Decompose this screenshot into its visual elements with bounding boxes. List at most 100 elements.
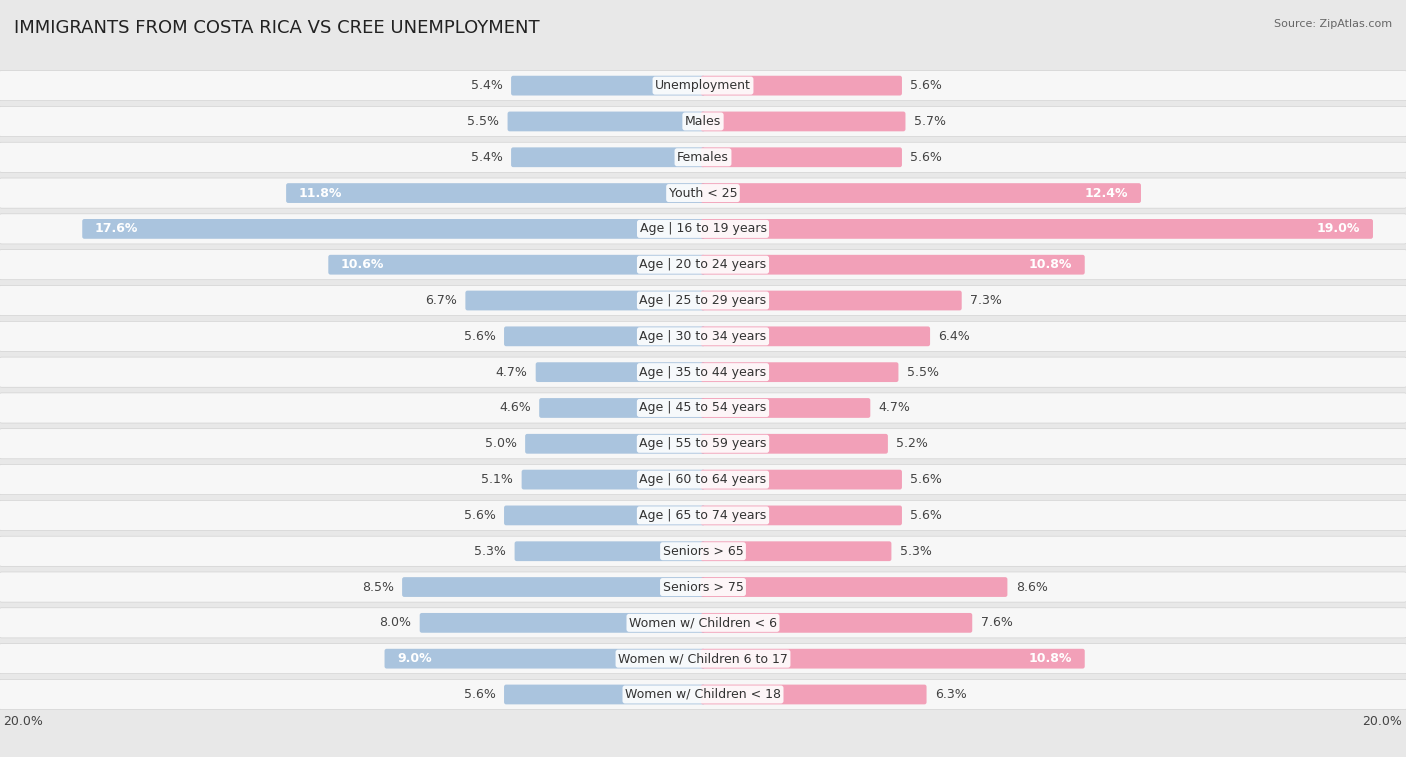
FancyBboxPatch shape	[0, 393, 1406, 423]
Text: Age | 25 to 29 years: Age | 25 to 29 years	[640, 294, 766, 307]
Text: 5.6%: 5.6%	[464, 688, 496, 701]
FancyBboxPatch shape	[700, 148, 903, 167]
Text: 5.0%: 5.0%	[485, 438, 517, 450]
Text: Age | 20 to 24 years: Age | 20 to 24 years	[640, 258, 766, 271]
Text: Unemployment: Unemployment	[655, 79, 751, 92]
Text: Age | 60 to 64 years: Age | 60 to 64 years	[640, 473, 766, 486]
FancyBboxPatch shape	[0, 500, 1406, 531]
Text: IMMIGRANTS FROM COSTA RICA VS CREE UNEMPLOYMENT: IMMIGRANTS FROM COSTA RICA VS CREE UNEMP…	[14, 19, 540, 37]
Text: 7.3%: 7.3%	[970, 294, 1002, 307]
FancyBboxPatch shape	[700, 219, 1372, 238]
FancyBboxPatch shape	[700, 469, 903, 490]
FancyBboxPatch shape	[700, 255, 1085, 275]
Text: Age | 16 to 19 years: Age | 16 to 19 years	[640, 223, 766, 235]
FancyBboxPatch shape	[0, 536, 1406, 566]
FancyBboxPatch shape	[419, 613, 704, 633]
FancyBboxPatch shape	[536, 363, 706, 382]
Text: 20.0%: 20.0%	[1362, 715, 1402, 727]
FancyBboxPatch shape	[505, 326, 706, 346]
Text: 5.3%: 5.3%	[474, 545, 506, 558]
Text: 19.0%: 19.0%	[1317, 223, 1360, 235]
Text: 10.6%: 10.6%	[342, 258, 384, 271]
FancyBboxPatch shape	[0, 70, 1406, 101]
Text: 5.2%: 5.2%	[897, 438, 928, 450]
FancyBboxPatch shape	[0, 107, 1406, 136]
Text: 6.3%: 6.3%	[935, 688, 967, 701]
Text: 8.5%: 8.5%	[361, 581, 394, 593]
Text: 5.7%: 5.7%	[914, 115, 946, 128]
FancyBboxPatch shape	[385, 649, 704, 668]
Text: Males: Males	[685, 115, 721, 128]
Text: 5.5%: 5.5%	[907, 366, 939, 378]
Text: 9.0%: 9.0%	[398, 653, 432, 665]
FancyBboxPatch shape	[0, 465, 1406, 494]
Text: Age | 65 to 74 years: Age | 65 to 74 years	[640, 509, 766, 522]
FancyBboxPatch shape	[700, 577, 1007, 597]
FancyBboxPatch shape	[0, 572, 1406, 602]
FancyBboxPatch shape	[0, 285, 1406, 316]
FancyBboxPatch shape	[287, 183, 704, 203]
FancyBboxPatch shape	[0, 178, 1406, 208]
Text: 8.0%: 8.0%	[380, 616, 412, 629]
Text: 7.6%: 7.6%	[981, 616, 1012, 629]
Text: Women w/ Children < 6: Women w/ Children < 6	[628, 616, 778, 629]
Text: Age | 45 to 54 years: Age | 45 to 54 years	[640, 401, 766, 415]
FancyBboxPatch shape	[522, 469, 706, 490]
FancyBboxPatch shape	[700, 506, 903, 525]
Text: 5.3%: 5.3%	[900, 545, 932, 558]
Text: 6.4%: 6.4%	[939, 330, 970, 343]
FancyBboxPatch shape	[700, 398, 870, 418]
FancyBboxPatch shape	[700, 434, 889, 453]
FancyBboxPatch shape	[700, 649, 1085, 668]
Text: Age | 30 to 34 years: Age | 30 to 34 years	[640, 330, 766, 343]
Text: Age | 55 to 59 years: Age | 55 to 59 years	[640, 438, 766, 450]
FancyBboxPatch shape	[505, 506, 706, 525]
Text: Women w/ Children < 18: Women w/ Children < 18	[626, 688, 780, 701]
FancyBboxPatch shape	[526, 434, 706, 453]
Text: 5.4%: 5.4%	[471, 151, 503, 164]
FancyBboxPatch shape	[0, 321, 1406, 351]
Text: 5.6%: 5.6%	[464, 509, 496, 522]
Text: 5.6%: 5.6%	[911, 509, 942, 522]
Text: Source: ZipAtlas.com: Source: ZipAtlas.com	[1274, 19, 1392, 29]
FancyBboxPatch shape	[512, 148, 706, 167]
Text: 10.8%: 10.8%	[1029, 653, 1073, 665]
FancyBboxPatch shape	[700, 111, 905, 131]
Text: Seniors > 75: Seniors > 75	[662, 581, 744, 593]
FancyBboxPatch shape	[700, 541, 891, 561]
Text: 5.5%: 5.5%	[467, 115, 499, 128]
Text: 5.4%: 5.4%	[471, 79, 503, 92]
Text: 4.7%: 4.7%	[879, 401, 911, 415]
Text: 20.0%: 20.0%	[4, 715, 44, 727]
FancyBboxPatch shape	[329, 255, 704, 275]
Text: 11.8%: 11.8%	[299, 186, 342, 200]
FancyBboxPatch shape	[515, 541, 706, 561]
Text: 4.6%: 4.6%	[499, 401, 531, 415]
FancyBboxPatch shape	[0, 213, 1406, 244]
FancyBboxPatch shape	[700, 183, 1142, 203]
Text: Females: Females	[678, 151, 728, 164]
Text: 12.4%: 12.4%	[1085, 186, 1129, 200]
Text: 10.8%: 10.8%	[1029, 258, 1073, 271]
FancyBboxPatch shape	[700, 363, 898, 382]
FancyBboxPatch shape	[402, 577, 704, 597]
FancyBboxPatch shape	[0, 142, 1406, 173]
FancyBboxPatch shape	[0, 643, 1406, 674]
FancyBboxPatch shape	[700, 613, 973, 633]
Text: 5.6%: 5.6%	[911, 79, 942, 92]
FancyBboxPatch shape	[0, 608, 1406, 638]
Text: Age | 35 to 44 years: Age | 35 to 44 years	[640, 366, 766, 378]
FancyBboxPatch shape	[700, 326, 931, 346]
FancyBboxPatch shape	[0, 428, 1406, 459]
FancyBboxPatch shape	[512, 76, 706, 95]
FancyBboxPatch shape	[700, 76, 903, 95]
Text: 4.7%: 4.7%	[495, 366, 527, 378]
Text: 5.1%: 5.1%	[481, 473, 513, 486]
Text: 5.6%: 5.6%	[911, 151, 942, 164]
FancyBboxPatch shape	[505, 684, 706, 704]
FancyBboxPatch shape	[0, 250, 1406, 280]
Text: 17.6%: 17.6%	[94, 223, 138, 235]
FancyBboxPatch shape	[508, 111, 706, 131]
FancyBboxPatch shape	[700, 291, 962, 310]
FancyBboxPatch shape	[700, 684, 927, 704]
